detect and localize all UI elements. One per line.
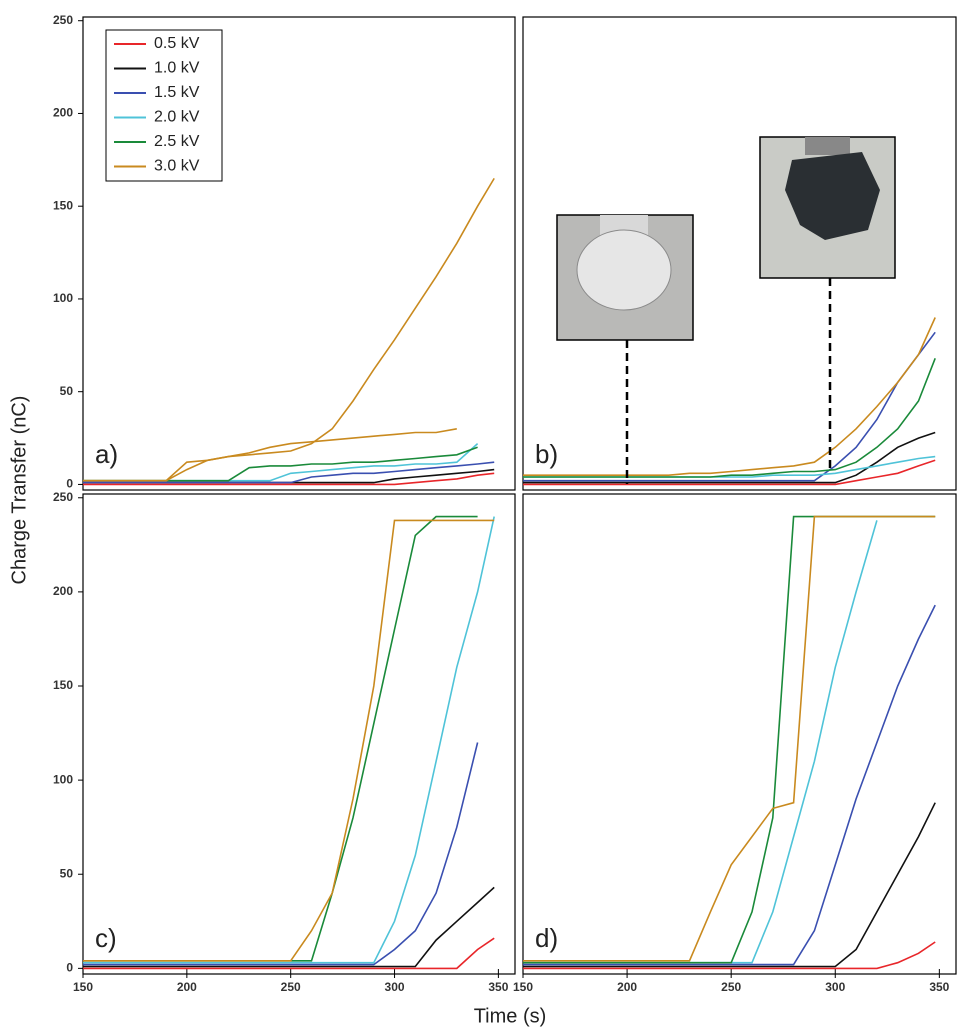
legend-label: 2.5 kV [154, 133, 200, 150]
data-line [83, 937, 495, 970]
plot-area [523, 317, 936, 486]
data-line [83, 886, 495, 968]
x-tick-label: 350 [488, 980, 508, 994]
panel-label: b) [535, 439, 558, 469]
ice-crystal [785, 152, 880, 240]
panel-label: c) [95, 923, 117, 953]
legend-label: 1.5 kV [154, 84, 200, 101]
y-tick-label: 0 [66, 477, 73, 491]
legend-label: 1.0 kV [154, 60, 200, 77]
data-line [83, 177, 495, 482]
data-line [523, 455, 936, 478]
data-line [523, 941, 936, 970]
x-tick-label: 250 [281, 980, 301, 994]
panel-frame [82, 16, 516, 491]
plot-area [523, 515, 936, 970]
x-tick-label: 300 [825, 980, 845, 994]
data-line [83, 443, 479, 482]
legend-label: 0.5 kV [154, 35, 200, 52]
inset-photos [556, 136, 896, 484]
panel: 0 50 100 150 200 250 150 200 250 300 350 c) [53, 490, 516, 994]
x-tick-label: 250 [721, 980, 741, 994]
data-line [523, 358, 936, 478]
x-axis-label: Time (s) [474, 1005, 547, 1027]
y-tick-label: 250 [53, 13, 73, 27]
panel: b) [522, 16, 957, 491]
panel-frame [522, 493, 957, 975]
y-tick-label: 200 [53, 584, 73, 598]
legend-box [105, 29, 223, 182]
y-tick-label: 50 [60, 384, 74, 398]
data-line [83, 516, 495, 964]
plot-area [83, 177, 495, 486]
data-line [83, 515, 478, 962]
y-tick-label: 50 [60, 866, 74, 880]
data-line [523, 515, 936, 962]
panel: 0 50 100 150 200 250 a) 0.5 kV 1.0 kV 1.5 kV 2.0 k… [53, 13, 516, 491]
data-line [523, 604, 936, 966]
data-line [523, 459, 936, 486]
x-tick-label: 300 [385, 980, 405, 994]
x-tick-label: 200 [177, 980, 197, 994]
data-line [83, 428, 457, 482]
data-line [83, 519, 495, 962]
droplet [576, 229, 672, 311]
y-axis-label: Charge Transfer (nC) [8, 396, 30, 585]
data-line [83, 472, 495, 486]
y-tick-label: 150 [53, 678, 73, 692]
y-tick-label: 250 [53, 490, 73, 504]
y-tick-label: 100 [53, 772, 73, 786]
y-tick-label: 100 [53, 291, 73, 305]
data-line [523, 520, 878, 964]
y-tick-label: 150 [53, 198, 73, 212]
panel-frame [82, 493, 516, 975]
data-line [523, 515, 936, 964]
data-line [83, 742, 479, 966]
panel-frame [522, 16, 957, 491]
x-tick-label: 350 [929, 980, 949, 994]
data-line [523, 317, 936, 476]
y-tick-label: 0 [66, 961, 73, 975]
needle [805, 137, 850, 155]
panel-label: a) [95, 439, 118, 469]
x-tick-label: 150 [73, 980, 93, 994]
x-tick-label: 150 [513, 980, 533, 994]
y-tick-label: 200 [53, 106, 73, 120]
panel: 150 200 250 300 350 d) [513, 493, 957, 994]
x-tick-label: 200 [617, 980, 637, 994]
plot-area [83, 515, 495, 970]
data-line [523, 802, 936, 968]
legend-label: 3.0 kV [154, 158, 200, 175]
panel-label: d) [535, 923, 558, 953]
data-line [523, 331, 936, 482]
legend-label: 2.0 kV [154, 109, 200, 126]
data-line [83, 461, 495, 484]
